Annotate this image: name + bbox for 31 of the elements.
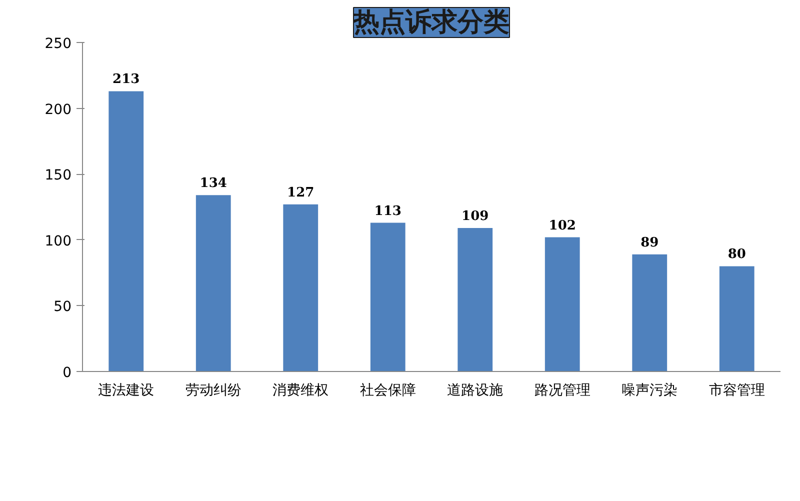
y-tick-label: 0 [62,365,72,381]
y-tick-label: 250 [44,36,72,52]
x-tick-label: 违法建设 [98,382,154,398]
data-label: 113 [374,204,402,219]
x-tick-label: 道路设施 [447,382,504,398]
x-tick-label: 路况管理 [534,382,590,398]
data-label: 213 [112,72,140,88]
data-label: 80 [728,247,746,262]
x-tick-label: 社会保障 [360,382,416,398]
x-tick-label: 市容管理 [708,382,765,398]
y-tick-label: 200 [44,102,72,118]
bar [283,204,318,372]
data-label: 89 [640,235,659,250]
data-label: 102 [548,218,576,234]
bar [370,222,406,372]
chart-title: 热点诉求分类 [352,8,510,38]
bar [108,91,144,372]
data-label: 109 [462,209,489,224]
y-tick-label: 150 [44,168,72,184]
bar [544,237,580,372]
y-tick-label: 50 [54,299,72,316]
data-label: 127 [287,185,314,200]
x-tick-label: 噪声污染 [622,382,678,398]
y-tick-label: 100 [44,233,72,250]
data-label: 134 [200,176,227,192]
bar [458,228,493,372]
bar [632,254,668,372]
bar [196,195,231,372]
x-tick-label: 劳动纠纷 [185,382,242,398]
x-tick-label: 消费维权 [272,382,329,398]
bar [719,266,754,372]
